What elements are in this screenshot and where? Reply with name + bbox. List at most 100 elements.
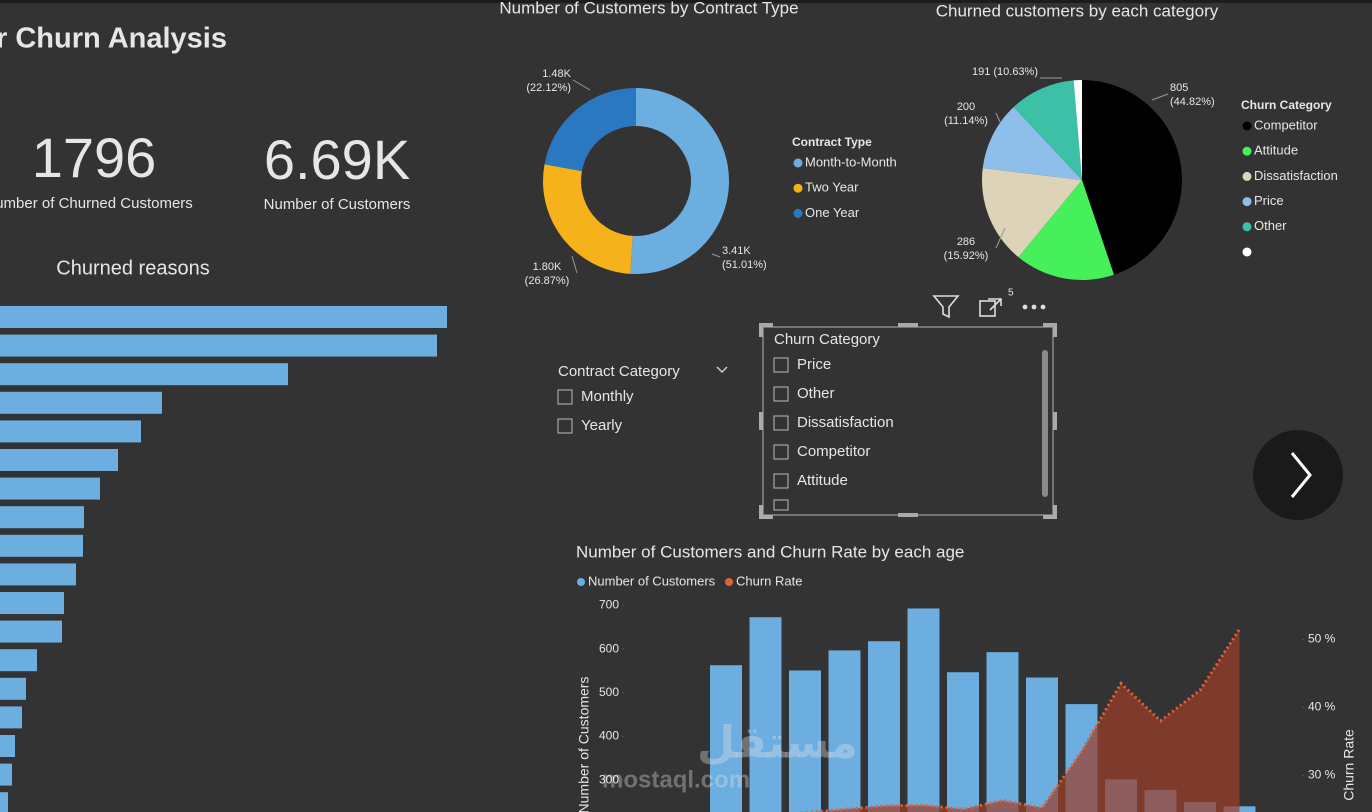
more-dot[interactable] [1022,304,1028,310]
legend-title: Churn Category [1241,98,1332,112]
bar [749,617,782,812]
checkbox[interactable] [773,473,789,489]
data-label: 805 (44.82%) [1170,82,1215,108]
data-label: 286 (15.92%) [944,236,989,262]
legend-marker [793,183,803,193]
bar [0,649,37,672]
next-button[interactable] [1253,430,1343,520]
handle[interactable] [759,515,773,519]
more-dot[interactable] [1031,304,1037,310]
bar [0,563,76,586]
legend-marker [1242,247,1252,257]
handle[interactable] [759,323,773,327]
slicer-title: Contract Category [558,363,680,380]
slice [543,164,633,274]
slicer-item: Competitor [797,443,870,460]
handle[interactable] [759,323,763,337]
bar [947,672,979,812]
kpi-value: 1796 [32,126,157,189]
legend-label: Price [1254,193,1284,208]
kpi-label: Number of Customers [264,196,411,213]
slice [544,88,636,172]
filter-icon[interactable] [932,295,960,319]
label-value: 191 [972,66,990,78]
legend-label: Number of Customers [588,573,716,588]
y2-tick-label: 40 % [1308,699,1336,713]
kpi-value: 6.69K [264,128,410,191]
label-percent: (22.12%) [526,82,571,94]
slice [1013,80,1082,180]
label-value: 200 [957,101,975,113]
handle[interactable] [759,412,763,430]
bar [0,706,22,729]
resize-handles [759,323,1057,519]
bar [0,677,26,700]
checkbox[interactable] [773,415,789,431]
checkbox[interactable] [557,389,573,405]
leader-line [995,227,1006,249]
checkbox[interactable] [557,418,573,434]
chart-title: Churned customers by each category [936,1,1219,20]
bar [828,650,861,812]
top-border [0,0,1372,3]
legend-marker [1242,171,1252,181]
handle[interactable] [1053,505,1057,519]
bar [0,592,64,614]
bar [0,334,437,357]
bar [0,620,62,643]
slice [1073,80,1082,180]
data-label: 3.41K (51.01%) [722,245,767,271]
leader-line [1151,93,1169,101]
legend-label: One Year [805,205,860,220]
handle[interactable] [759,505,763,519]
y2-tick-label: 50 % [1308,631,1336,645]
bar [0,363,288,386]
data-label: 191 (10.63%) [972,66,1038,78]
handle[interactable] [1053,412,1057,430]
scrollbar[interactable] [1042,350,1048,497]
handle[interactable] [1053,323,1057,337]
checkbox[interactable] [773,386,789,402]
legend-label: Other [1254,218,1287,233]
data-label: 200 (11.14%) [944,101,988,127]
watermark: مستقل [697,719,858,768]
handle[interactable] [898,513,918,517]
data-label: 1.80K (26.87%) [525,261,570,287]
legend-label: Dissatisfaction [1254,168,1338,183]
legend-label: Churn Rate [736,573,802,588]
legend-title: Contract Type [792,135,872,149]
handle[interactable] [1043,515,1057,519]
slice [630,88,730,274]
chart-title: Number of Customers and Churn Rate by ea… [576,542,964,561]
chart-title: Number of Customers by Contract Type [499,0,798,17]
churn-area [726,629,1240,812]
bar [0,449,118,471]
legend-marker [793,208,803,218]
handle[interactable] [898,323,918,327]
bar [0,306,447,328]
slicer-chevron[interactable] [716,366,728,374]
checkbox[interactable] [773,444,789,460]
checkbox[interactable] [773,357,789,373]
focus-icon[interactable] [979,300,996,317]
label-value: 1.48K [542,68,571,80]
visual-header[interactable] [932,295,1046,319]
more-dot[interactable] [1040,304,1046,310]
slicer-title: Churn Category [774,331,880,348]
y2-tick-label: 30 % [1308,767,1336,781]
legend-label: Competitor [1254,117,1318,132]
legend-label: Attitude [1254,143,1298,158]
bar [0,420,141,443]
label-value: 1.80K [533,261,562,273]
legend-marker [725,578,733,586]
label-value: 286 [957,236,975,248]
slice [982,106,1082,180]
handle[interactable] [1043,323,1057,327]
label-percent: (51.01%) [722,259,767,271]
slice [1018,180,1114,280]
bar [1026,677,1058,812]
checkbox[interactable] [773,499,789,511]
leader-line [995,112,1001,123]
